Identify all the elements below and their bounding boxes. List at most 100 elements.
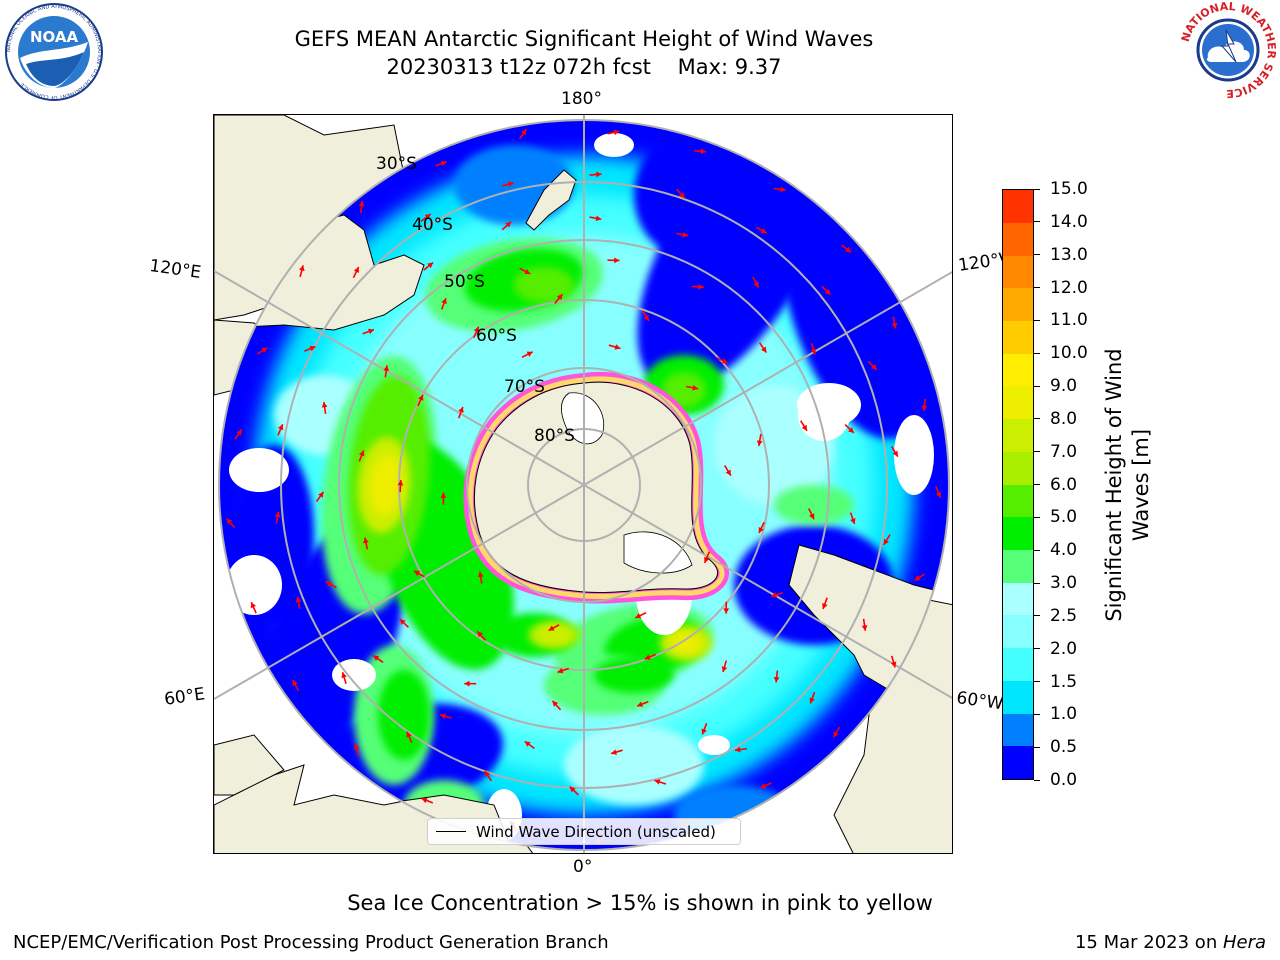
wave-direction-arrow [315,491,325,503]
colorbar-tick: 15.0 [1034,178,1088,200]
colorbar-segment [1003,582,1033,616]
wave-direction-arrow [362,328,375,335]
wave-direction-arrow [304,345,316,352]
wave-direction-arrow [250,601,257,614]
wave-direction-arrow [295,596,302,609]
colorbar-segment [1003,517,1033,550]
colorbar-tick: 3.0 [1034,572,1077,594]
colorbar-label-text: Significant Height of Wind Waves [m] [1102,348,1153,622]
wave-direction-arrow [477,571,484,584]
wave-direction-arrow [435,160,448,167]
colorbar-tick-label: 1.5 [1050,671,1078,692]
graticule [214,115,952,853]
wave-direction-arrow [421,797,434,804]
wave-height-region [774,485,854,525]
map-legend: Wind Wave Direction (unscaled) [427,818,741,845]
lat-label-50s: 50°S [444,272,485,292]
wave-direction-arrow [274,511,281,524]
wave-direction-arrow [518,128,528,140]
wave-direction-arrow [644,653,657,660]
colorbar-ticks: 0.0 0.5 1.0 1.5 2.0 2.5 3.0 4.0 5.0 6.0 7.0 8.0 9.0 1… [1034,179,1104,790]
wave-direction-arrow [758,342,768,353]
footer-date-text: 15 Mar 2023 on [1074,932,1223,953]
lat-label-30s: 30°S [376,154,417,174]
wave-direction-arrow [721,660,728,673]
wave-direction-arrow [799,420,808,432]
wave-direction-arrow [676,231,689,238]
wave-direction-arrow [406,731,413,744]
wave-direction-arrow [822,597,828,610]
colorbar-tick-label: 11.0 [1050,310,1088,331]
colorbar-tick: 2.0 [1034,638,1077,660]
wave-height-region [514,267,574,303]
wave-direction-arrow [353,743,360,756]
wave-direction-arrow [557,667,570,674]
lat-labels: 30°S 40°S 50°S 60°S 70°S 80°S [376,154,575,446]
wave-direction-arrow [641,310,650,322]
antarctica [463,371,729,604]
lat-label-70s: 70°S [504,377,545,397]
wave-direction-arrow [883,534,891,546]
wave-direction-arrow [808,508,815,520]
colorbar-tick-label: 15.0 [1050,179,1088,199]
colorbar-tick-label: 9.0 [1050,376,1078,396]
wave-direction-arrow [440,492,447,505]
wave-direction-arrow [756,434,763,447]
colorbar-tick-label: 0.0 [1050,770,1078,790]
wave-direction-arrow [501,181,514,187]
wave-direction-arrow [723,465,732,477]
colorbar-tick-label: 12.0 [1050,277,1088,298]
wave-direction-arrow [844,424,855,434]
max-value-label: Max: 9.37 [677,55,782,79]
wave-direction-arrow [935,486,942,498]
colorbar-label: Significant Height of Wind Waves [m] [1101,315,1155,655]
wave-direction-arrow [519,267,531,275]
wave-direction-arrow [413,570,425,578]
wave-direction-arrow [383,365,390,378]
wave-direction-arrow [256,347,268,355]
footer-machine: Hera [1222,932,1266,953]
chart-title: GEFS MEAN Antarctic Significant Height o… [294,27,874,51]
colorbar-tick: 4.0 [1034,539,1077,561]
wave-direction-arrow [399,618,410,628]
wave-direction-arrow [457,406,464,419]
colorbar-tick-label: 1.0 [1050,704,1078,725]
colorbar-tick-label: 7.0 [1050,441,1078,462]
colorbar-segment [1003,549,1033,583]
wave-direction-arrow [771,591,783,598]
wave-direction-arrow [821,285,832,296]
wave-direction-arrow [686,384,699,391]
wave-direction-arrow [234,429,243,440]
colorbar-segment [1003,419,1033,452]
wave-direction-arrow [691,283,704,290]
colorbar-segment [1003,615,1033,649]
wave-height-region [672,633,700,653]
wave-direction-arrow [716,357,729,364]
colorbar-tick: 1.0 [1034,703,1077,725]
wave-direction-arrow [420,213,432,222]
colorbar-tick: 12.0 [1034,277,1088,299]
wave-direction-arrow [832,726,841,738]
wave-direction-arrow [867,360,878,371]
wave-direction-arrow [914,573,926,582]
colorbar-tick: 0.0 [1034,769,1077,791]
wave-direction-arrow [773,186,786,193]
colorbar-tick: 5.0 [1034,506,1077,528]
wave-direction-arrow [321,401,328,414]
colorbar-tick: 13.0 [1034,244,1088,266]
colorbar-tick-label: 14.0 [1050,211,1088,232]
wave-direction-arrow [551,700,562,711]
colorbar-tick-label: 13.0 [1050,244,1088,265]
wave-direction-arrow [607,129,620,136]
colorbar-tick-label: 10.0 [1050,343,1088,364]
lon-label-180: 180° [561,89,602,109]
wave-direction-arrow [341,672,347,684]
wave-direction-arrow [703,551,711,564]
lat-label-60s: 60°S [476,326,517,346]
colorbar-segment [1003,648,1033,681]
sea-ice-note: Sea Ice Concentration > 15% is shown in … [347,891,933,915]
wave-direction-arrow [292,679,300,692]
noaa-logo: NOAA NATIONAL OCEANIC AND ATMOSPHERIC AD… [4,2,104,102]
colorbar-tick-label: 5.0 [1050,507,1078,528]
colorbar-segment [1003,451,1033,485]
